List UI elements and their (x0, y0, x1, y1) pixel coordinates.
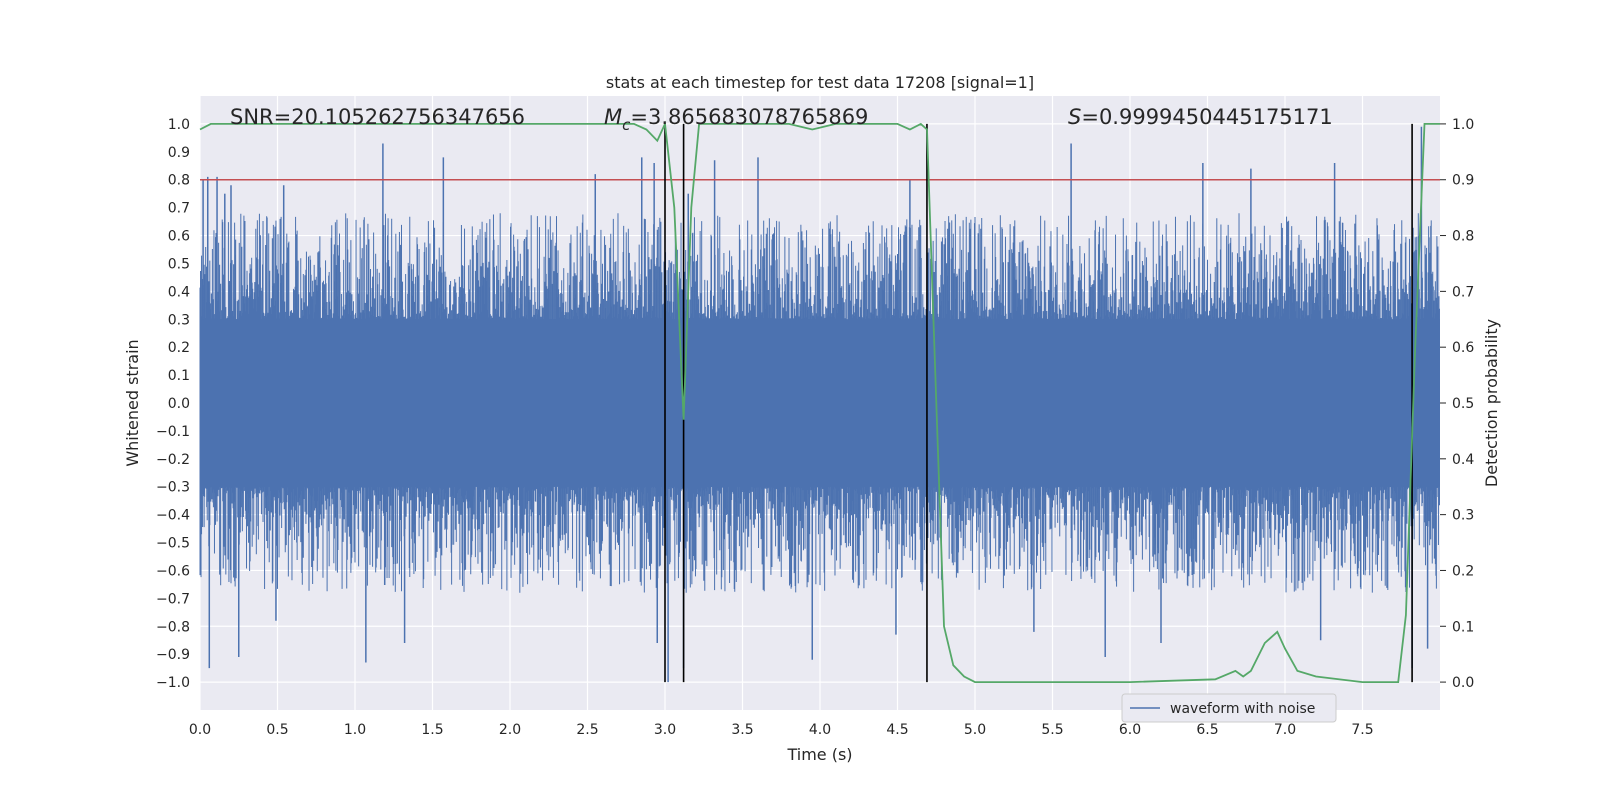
right-y-tick-label: 0.6 (1452, 340, 1474, 356)
right-y-tick-label: 0.4 (1452, 452, 1474, 468)
right-y-tick-label: 0.5 (1452, 396, 1474, 412)
x-tick-label: 5.0 (964, 722, 986, 738)
x-tick-label: 3.5 (731, 722, 753, 738)
left-y-tick-label: −0.5 (156, 536, 190, 552)
x-tick-label: 4.0 (809, 722, 831, 738)
left-y-tick-label: −0.7 (156, 591, 190, 607)
chart-title: stats at each timestep for test data 172… (606, 73, 1034, 92)
mc-value: =3.865683078765869 (630, 105, 868, 129)
left-y-tick-label: 0.5 (168, 256, 190, 272)
right-y-tick-label: 0.8 (1452, 229, 1474, 245)
right-y-tick-label: 0.2 (1452, 563, 1474, 579)
left-y-tick-label: −0.1 (156, 424, 190, 440)
left-y-tick-label: −0.3 (156, 480, 190, 496)
x-tick-label: 0.5 (266, 722, 288, 738)
left-y-tick-label: 0.9 (168, 145, 190, 161)
left-y-tick-label: 0.8 (168, 173, 190, 189)
left-y-axis-label: Whitened strain (123, 339, 142, 466)
snr-annotation: SNR=20.105262756347656 (230, 105, 525, 129)
x-tick-labels: 0.0 0.5 1.0 1.5 2.0 2.5 3.0 3.5 4.0 4.5 5.0 5.5 6.0 6… (189, 722, 1374, 738)
waveform-series (199, 126, 1440, 683)
left-y-tick-label: −0.8 (156, 619, 190, 635)
x-tick-label: 6.5 (1196, 722, 1218, 738)
x-tick-label: 0.0 (189, 722, 211, 738)
chirp-mass-annotation: Mc=3.865683078765869 (604, 105, 868, 134)
detection-probability-line (199, 120, 1440, 683)
right-y-tick-label: 1.0 (1452, 117, 1474, 133)
right-y-tick-label: 0.0 (1452, 675, 1474, 691)
x-tick-label: 6.0 (1119, 722, 1141, 738)
left-y-tick-label: 0.2 (168, 340, 190, 356)
left-y-tick-labels: 1.0 0.9 0.8 0.7 0.6 0.5 0.4 0.3 0.2 0.1 0.0 −0.1 −0.… (156, 117, 190, 691)
x-tick-label: 4.5 (886, 722, 908, 738)
right-y-tick-label: 0.1 (1452, 619, 1474, 635)
left-y-tick-label: 0.3 (168, 312, 190, 328)
left-y-tick-label: 0.6 (168, 229, 190, 245)
legend-label: waveform with noise (1170, 701, 1315, 717)
left-y-tick-label: −0.9 (156, 647, 190, 663)
left-y-tick-label: −0.2 (156, 452, 190, 468)
right-y-tick-label: 0.3 (1452, 508, 1474, 524)
legend: waveform with noise (1121, 693, 1337, 723)
right-y-tick-labels: 1.0 0.9 0.8 0.7 0.6 0.5 0.4 0.3 0.2 0.1 0.0 (1440, 117, 1474, 691)
left-y-tick-label: 0.4 (168, 284, 190, 300)
x-tick-label: 3.0 (654, 722, 676, 738)
x-tick-label: 2.0 (499, 722, 521, 738)
right-y-axis-label: Detection probability (1482, 319, 1501, 487)
s-symbol: S (1068, 105, 1081, 129)
detection-probability-series (199, 120, 1440, 683)
left-y-tick-label: −1.0 (156, 675, 190, 691)
x-tick-label: 5.5 (1041, 722, 1063, 738)
x-axis-label: Time (s) (786, 745, 852, 764)
x-tick-label: 7.5 (1351, 722, 1373, 738)
left-y-tick-label: 0.0 (168, 396, 190, 412)
waveform-core-band (200, 319, 1440, 487)
x-tick-label: 7.0 (1274, 722, 1296, 738)
x-tick-label: 1.5 (421, 722, 443, 738)
s-value: =0.9999450445175171 (1081, 105, 1332, 129)
legend-box (1121, 693, 1337, 723)
left-y-tick-label: 0.7 (168, 201, 190, 217)
right-y-tick-label: 0.9 (1452, 173, 1474, 189)
left-y-tick-label: 1.0 (168, 117, 190, 133)
left-y-tick-label: −0.6 (156, 563, 190, 579)
right-y-tick-label: 0.7 (1452, 284, 1474, 300)
mc-subscript: c (622, 116, 631, 134)
x-tick-label: 2.5 (576, 722, 598, 738)
left-y-tick-label: −0.4 (156, 508, 190, 524)
left-y-tick-label: 0.1 (168, 368, 190, 384)
s-statistic-annotation: S=0.9999450445175171 (1068, 105, 1333, 129)
mc-symbol: M (604, 105, 622, 129)
x-tick-label: 1.0 (344, 722, 366, 738)
